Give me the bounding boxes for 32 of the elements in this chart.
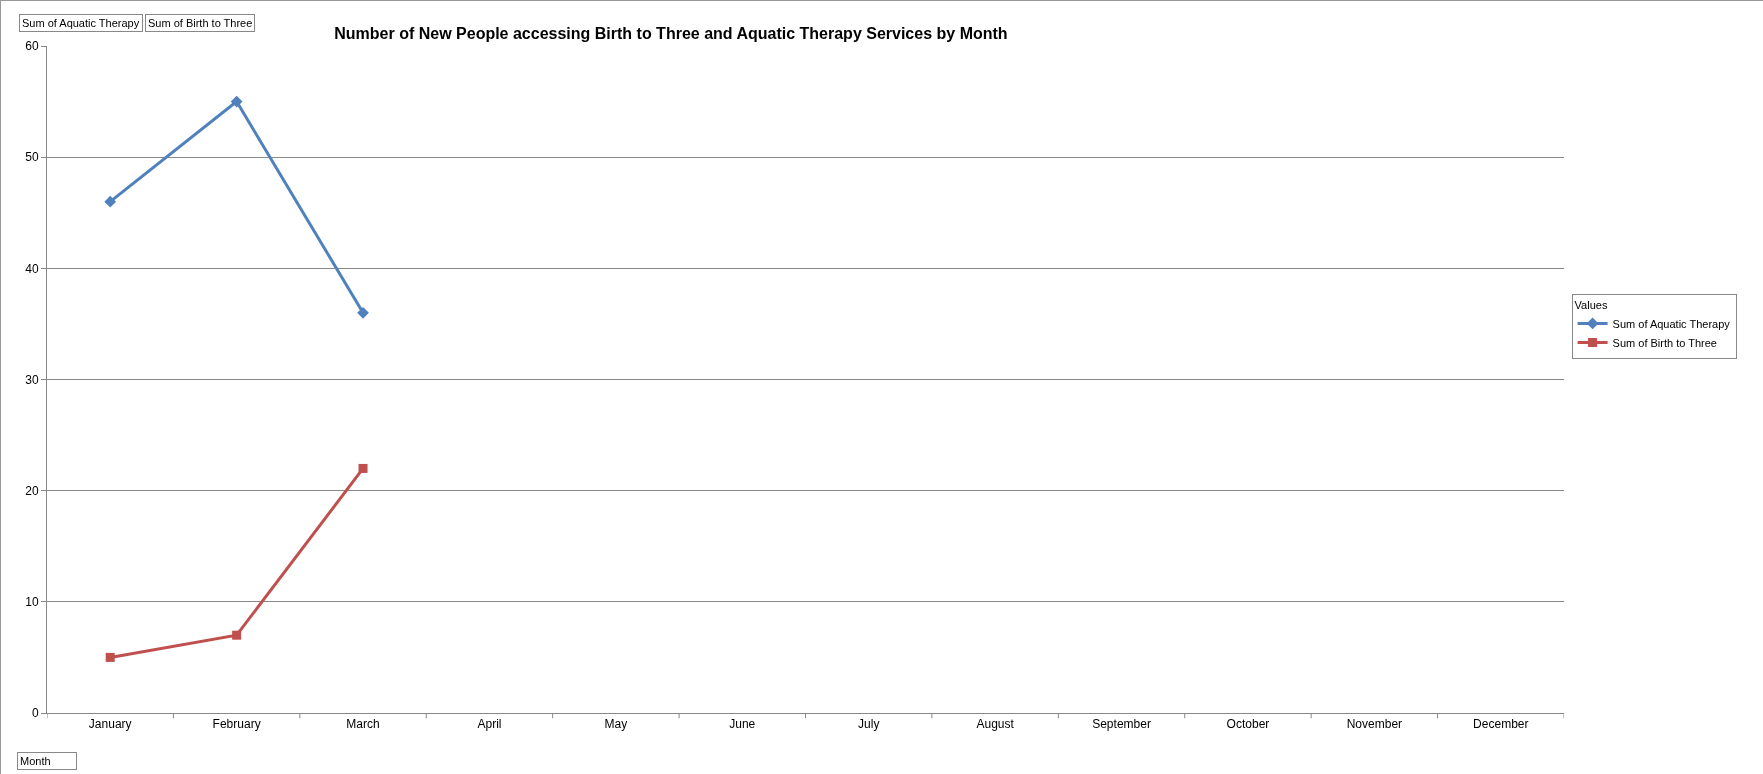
point <box>230 95 243 108</box>
x-tick-label: February <box>212 717 261 732</box>
chart-title: Number of New People accessing Birth to Three and Aquatic Therapy Services by Month <box>334 25 1008 43</box>
y-tick-label: 30 <box>25 372 39 387</box>
point <box>104 195 117 208</box>
y-tick-label: 40 <box>25 261 39 276</box>
x-tick-label: December <box>1473 717 1529 732</box>
y-tick-label: 10 <box>25 595 39 610</box>
x-tick-label: October <box>1226 717 1270 732</box>
x-tick-label: November <box>1346 717 1403 732</box>
legend-label: Sum of Birth to Three <box>1612 336 1717 349</box>
point <box>105 652 115 662</box>
legend-title: Values <box>1574 298 1608 311</box>
x-tick-label: July <box>858 717 880 732</box>
legend-label: Sum of Aquatic Therapy <box>1612 317 1731 330</box>
text: Sum of Birth to Three <box>148 17 253 29</box>
x-tick-label: June <box>729 717 756 732</box>
point <box>358 463 368 473</box>
x-tick-label: September <box>1092 717 1151 732</box>
y-tick-label: 50 <box>25 150 39 165</box>
point <box>232 630 242 640</box>
y-tick-label: 20 <box>25 483 39 498</box>
y-tick-label: 60 <box>25 39 39 54</box>
text: Month <box>20 755 51 767</box>
point <box>357 306 369 319</box>
x-tick-label: August <box>976 717 1015 732</box>
x-tick-label: May <box>604 717 628 732</box>
text: Sum of Aquatic Therapy <box>22 17 140 29</box>
y-tick-label: 0 <box>31 706 39 721</box>
x-tick-label: January <box>88 717 132 732</box>
x-tick-label: March <box>346 717 380 732</box>
x-tick-label: April <box>477 717 502 732</box>
